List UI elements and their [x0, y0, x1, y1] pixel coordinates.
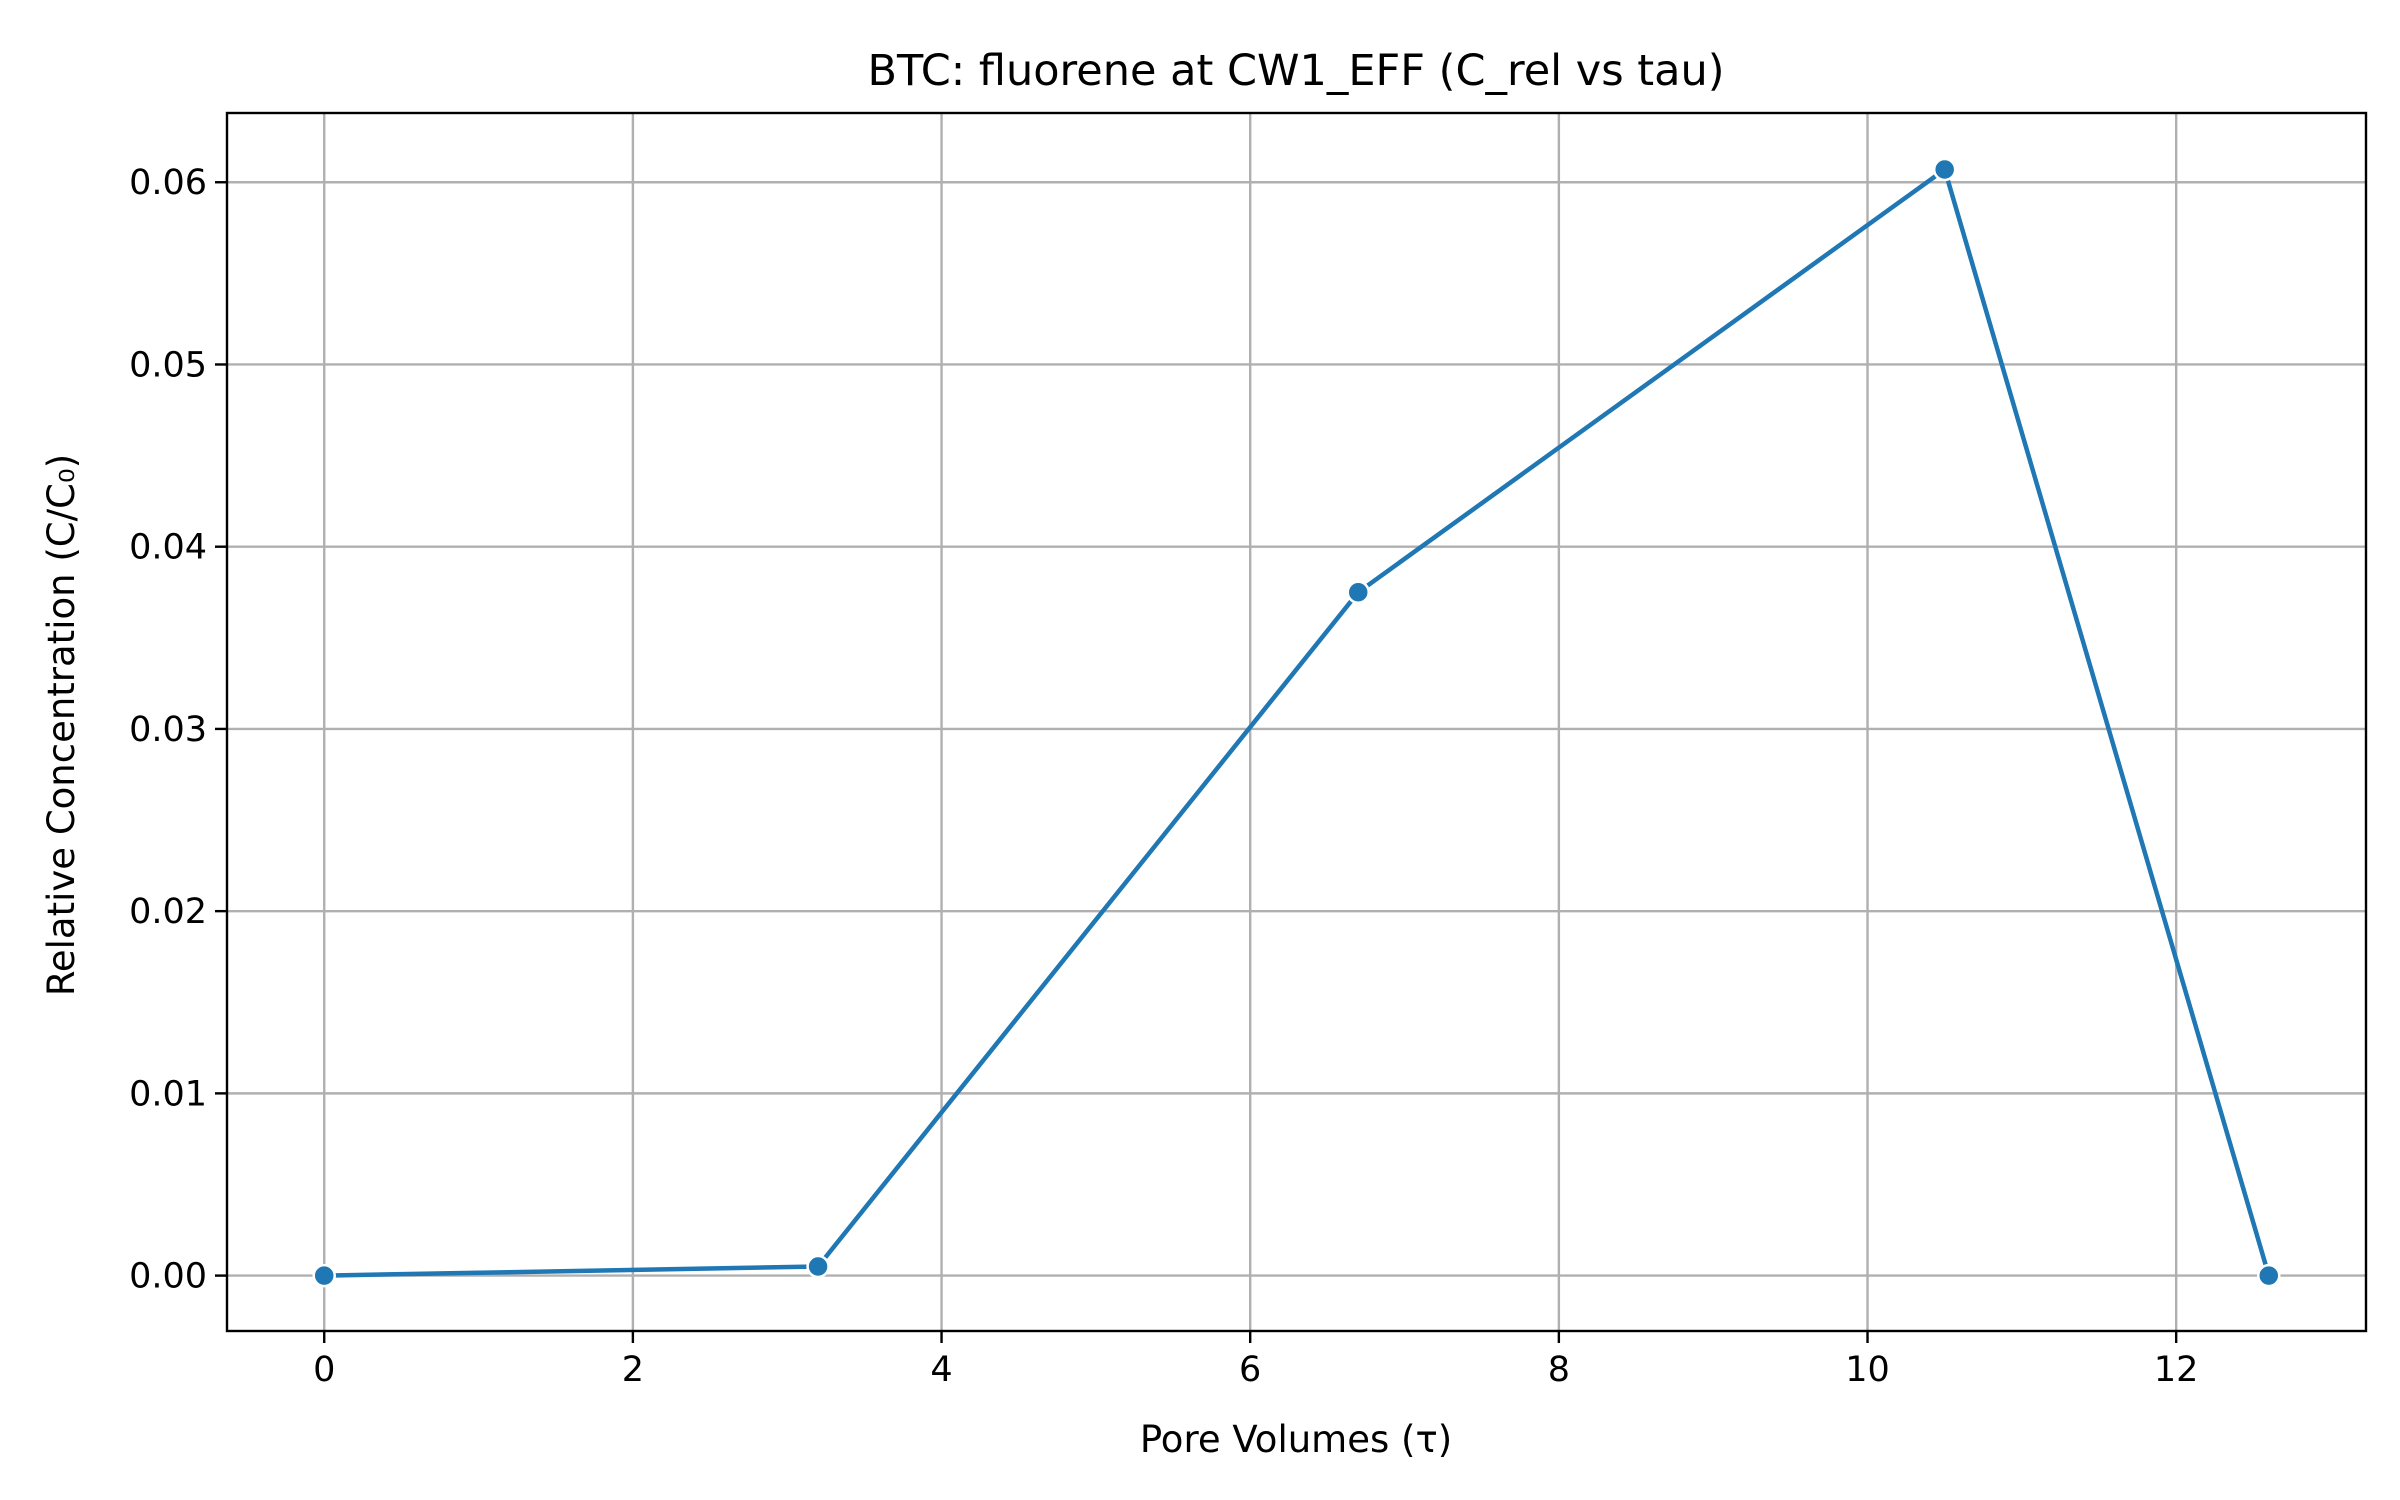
plot-frame — [225, 111, 2368, 1333]
y-tick-label: 0.05 — [129, 345, 207, 385]
y-tick-label: 0.06 — [129, 163, 207, 203]
y-tick-label: 0.02 — [129, 892, 207, 932]
series-line — [324, 167, 2271, 1278]
data-point — [312, 1263, 336, 1288]
grid — [227, 113, 2366, 1331]
x-tick-label: 12 — [2154, 1350, 2199, 1390]
y-axis-label: Relative Concentration (C/C₀) — [40, 454, 83, 996]
data-point — [1346, 580, 1370, 605]
data-point — [2257, 1263, 2281, 1288]
x-tick-label: 6 — [1239, 1350, 1261, 1390]
data-point — [806, 1254, 830, 1279]
y-tick-label: 0.03 — [129, 710, 207, 750]
x-tick-label: 8 — [1548, 1350, 1570, 1390]
series-layer — [312, 157, 2281, 1288]
y-tick-label: 0.00 — [129, 1257, 207, 1297]
x-axis-label: Pore Volumes (τ) — [1140, 1418, 1452, 1461]
y-tick-label: 0.04 — [129, 528, 207, 568]
x-tick-label: 4 — [930, 1350, 952, 1390]
x-tick-label: 2 — [622, 1350, 644, 1390]
y-tick-label: 0.01 — [129, 1074, 207, 1114]
chart-title: BTC: fluorene at CW1_EFF (C_rel vs tau) — [867, 46, 1724, 96]
x-tick-label: 0 — [313, 1350, 335, 1390]
x-tick-label: 10 — [1845, 1350, 1890, 1390]
x-axis-ticks: 0 2 4 6 8 10 12 — [313, 1331, 2198, 1390]
y-axis-ticks: 0.00 0.01 0.02 0.03 0.04 0.05 0.06 — [129, 163, 227, 1297]
data-point — [1932, 157, 1957, 182]
